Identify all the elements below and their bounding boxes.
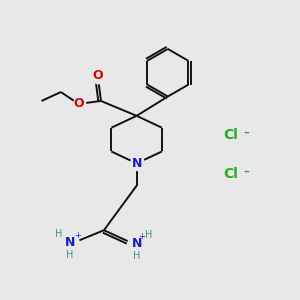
Text: Cl: Cl bbox=[223, 128, 238, 142]
Text: H: H bbox=[55, 229, 62, 239]
Text: N: N bbox=[64, 236, 75, 249]
Text: +: + bbox=[138, 232, 145, 241]
Text: +: + bbox=[74, 231, 81, 240]
Text: H: H bbox=[133, 251, 140, 261]
Text: -: - bbox=[244, 162, 250, 180]
Text: O: O bbox=[93, 69, 103, 82]
Text: N: N bbox=[131, 157, 142, 170]
Text: N: N bbox=[131, 236, 142, 250]
Text: -: - bbox=[244, 123, 250, 141]
Text: H: H bbox=[145, 230, 152, 240]
Text: O: O bbox=[74, 98, 84, 110]
Text: Cl: Cl bbox=[223, 167, 238, 181]
Text: H: H bbox=[66, 250, 74, 260]
